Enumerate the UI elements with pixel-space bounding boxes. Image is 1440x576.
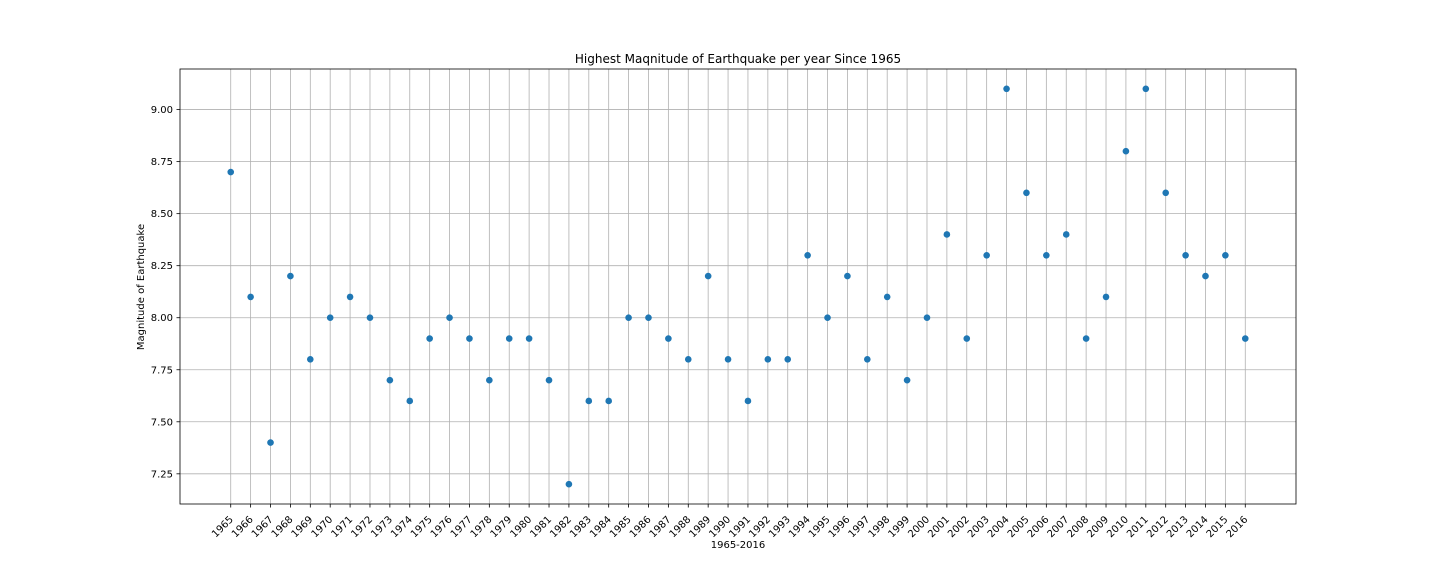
data-point-1990 bbox=[724, 356, 732, 363]
data-point-1965 bbox=[227, 168, 235, 176]
plot-area-frame bbox=[179, 68, 1297, 505]
data-point-1969 bbox=[306, 356, 314, 363]
chart-title: Highest Maqnitude of Earthquake per year… bbox=[575, 52, 901, 66]
data-point-1989 bbox=[704, 272, 712, 280]
data-point-1976 bbox=[446, 314, 453, 322]
data-point-2001 bbox=[943, 231, 951, 238]
y-axis-label: Magnitude of Earthquake bbox=[136, 224, 147, 350]
data-point-2010 bbox=[1122, 147, 1130, 155]
data-point-2009 bbox=[1102, 293, 1110, 301]
x-axis-label: 1965-2016 bbox=[711, 540, 766, 551]
data-point-2008 bbox=[1082, 335, 1090, 342]
data-point-1983 bbox=[585, 397, 593, 405]
data-point-1998 bbox=[883, 293, 891, 301]
data-point-1992 bbox=[764, 356, 772, 363]
data-point-1973 bbox=[386, 376, 394, 384]
data-point-1982 bbox=[565, 480, 573, 488]
data-point-1993 bbox=[784, 356, 792, 363]
data-point-2003 bbox=[983, 251, 990, 259]
data-point-2012 bbox=[1162, 189, 1170, 197]
data-point-1995 bbox=[824, 314, 831, 322]
data-point-1975 bbox=[426, 335, 433, 342]
y-tick-label: 7.50 bbox=[151, 417, 173, 428]
data-point-2000 bbox=[923, 314, 931, 322]
data-point-1971 bbox=[346, 293, 354, 301]
y-tick-label: 8.75 bbox=[151, 157, 173, 168]
data-point-1987 bbox=[665, 335, 672, 342]
data-point-1988 bbox=[684, 356, 692, 363]
y-tick-label: 8.00 bbox=[151, 313, 173, 324]
data-point-1968 bbox=[287, 272, 294, 280]
data-point-1985 bbox=[625, 314, 632, 322]
data-point-1978 bbox=[486, 376, 493, 384]
data-point-2004 bbox=[1003, 85, 1010, 93]
y-tick-label: 7.75 bbox=[151, 365, 173, 376]
data-points bbox=[227, 85, 1249, 488]
y-tick-label: 7.25 bbox=[151, 469, 173, 480]
data-point-1991 bbox=[744, 397, 752, 405]
data-point-2005 bbox=[1023, 189, 1030, 197]
data-point-2007 bbox=[1062, 231, 1070, 238]
data-point-1999 bbox=[903, 376, 911, 384]
y-tick-label: 9.00 bbox=[151, 105, 173, 116]
data-point-1981 bbox=[545, 376, 553, 384]
grid-layer bbox=[180, 69, 1296, 504]
data-point-1996 bbox=[844, 272, 851, 280]
data-point-2013 bbox=[1182, 251, 1189, 259]
data-point-2006 bbox=[1043, 251, 1050, 259]
data-point-1997 bbox=[864, 356, 871, 363]
data-point-1974 bbox=[406, 397, 414, 405]
data-point-1979 bbox=[505, 335, 513, 342]
data-point-1986 bbox=[645, 314, 652, 322]
data-point-2014 bbox=[1202, 272, 1209, 280]
data-point-1977 bbox=[466, 335, 473, 342]
data-point-1984 bbox=[605, 397, 612, 405]
data-point-2002 bbox=[963, 335, 971, 342]
data-point-1980 bbox=[525, 335, 533, 342]
data-point-1972 bbox=[366, 314, 374, 322]
y-tick-label: 8.25 bbox=[151, 261, 173, 272]
data-point-1994 bbox=[804, 251, 811, 259]
y-axis-ticks: 7.25 7.50 7.75 8.00 8.25 8.50 8.75 9.00 bbox=[151, 105, 180, 480]
data-point-2015 bbox=[1222, 251, 1229, 259]
data-point-2011 bbox=[1142, 85, 1150, 93]
data-point-1966 bbox=[247, 293, 254, 301]
data-point-2016 bbox=[1241, 335, 1249, 342]
data-point-1970 bbox=[326, 314, 334, 322]
data-point-1967 bbox=[267, 439, 274, 446]
y-tick-label: 8.50 bbox=[151, 209, 173, 220]
